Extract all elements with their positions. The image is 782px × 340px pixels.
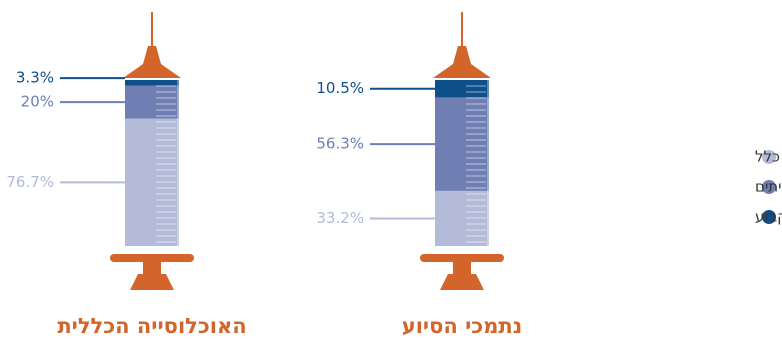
barrel-edge (487, 80, 489, 246)
flange (420, 254, 504, 262)
bar-segment (435, 80, 489, 98)
value-label: 10.5% (316, 79, 364, 97)
legend-label: קרה לעיתים (755, 178, 782, 196)
category-title: נתמכי הסיוע (402, 314, 523, 338)
legend-label: קרה באופן קבוע (755, 208, 782, 226)
bar-segment (125, 80, 179, 86)
value-label: 33.2% (316, 209, 364, 227)
plunger-stem (143, 262, 161, 274)
value-label: 3.3% (16, 69, 54, 87)
legend-swatch (762, 180, 776, 194)
plunger-base (130, 274, 174, 290)
legend-label: לא קרה כלל (755, 148, 782, 166)
legend-swatch (762, 210, 776, 224)
category-title: האוכלוסייה הכללית (57, 314, 246, 338)
value-label: 20% (21, 93, 54, 111)
hub (123, 46, 181, 78)
value-label: 56.3% (316, 135, 364, 153)
hub (433, 46, 491, 78)
flange (110, 254, 194, 262)
plunger-base (440, 274, 484, 290)
legend-swatch (762, 150, 776, 164)
bar-segment (125, 85, 179, 119)
barrel-edge (177, 80, 179, 246)
value-label: 76.7% (6, 173, 54, 191)
bar-segment (435, 97, 489, 191)
plunger-stem (453, 262, 471, 274)
